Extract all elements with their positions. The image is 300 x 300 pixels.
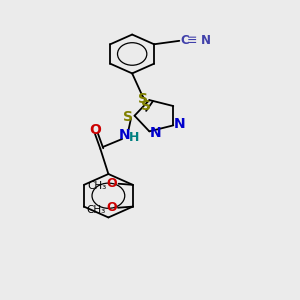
Text: ≡: ≡ bbox=[187, 34, 197, 47]
Text: S: S bbox=[141, 99, 151, 113]
Text: O: O bbox=[89, 123, 101, 137]
Text: N: N bbox=[118, 128, 130, 142]
Text: CH₃: CH₃ bbox=[87, 181, 106, 191]
Text: S: S bbox=[123, 110, 133, 124]
Text: S: S bbox=[138, 92, 148, 106]
Text: O: O bbox=[106, 201, 117, 214]
Text: N: N bbox=[174, 117, 186, 131]
Text: N: N bbox=[201, 34, 211, 47]
Text: CH₃: CH₃ bbox=[86, 205, 106, 215]
Text: O: O bbox=[107, 177, 117, 190]
Text: C: C bbox=[181, 34, 190, 47]
Text: H: H bbox=[129, 131, 139, 144]
Text: N: N bbox=[150, 125, 162, 140]
